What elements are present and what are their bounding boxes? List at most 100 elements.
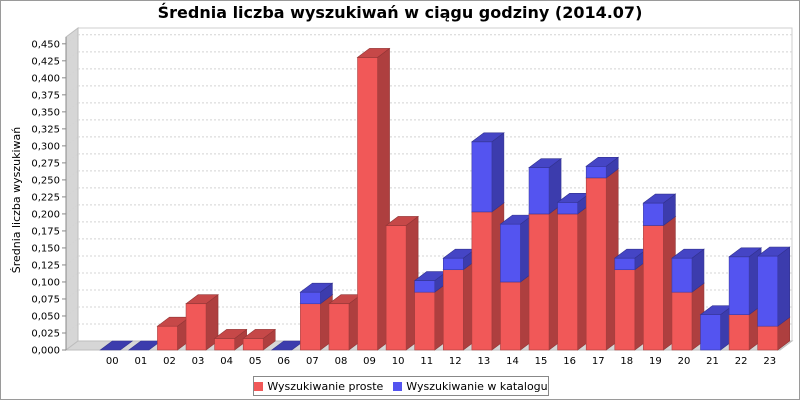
- gridline-side: [65, 289, 79, 300]
- bar-simple-top: [242, 329, 277, 339]
- bar-catalog-front: [300, 291, 321, 305]
- y-tick-label: 0,400: [31, 73, 60, 84]
- bar-simple-front: [643, 225, 664, 351]
- bar-catalog-front: [414, 280, 436, 293]
- bar-catalog: [528, 158, 562, 215]
- gridline-side: [65, 153, 79, 164]
- y-tick-label: 0,025: [31, 328, 60, 339]
- legend-item-catalog: Wyszukiwanie w katalogu: [393, 379, 548, 393]
- gridline-side: [65, 68, 79, 79]
- y-tick-label: 0,200: [31, 209, 60, 220]
- bar-catalog-front: [442, 257, 464, 271]
- x-tick-label: 08: [335, 356, 348, 367]
- bar-simple-top: [213, 329, 248, 339]
- bar-simple: [185, 294, 219, 351]
- bar-simple: [671, 282, 705, 351]
- x-tick-label: 05: [249, 356, 262, 367]
- bar-catalog-front: [728, 256, 750, 315]
- gridline-side: [65, 119, 79, 130]
- bar-catalog-top: [671, 248, 705, 259]
- y-tick-label: 0,375: [31, 90, 60, 101]
- x-tick-label: 01: [135, 356, 148, 367]
- bar-simple-top: [185, 294, 219, 305]
- bar-simple: [642, 215, 677, 351]
- legend: Wyszukiwanie proste Wyszukiwanie w katal…: [253, 376, 549, 396]
- y-tick-label: 0,100: [31, 277, 60, 288]
- x-axis-ticks: 00 01 02 03 04 05 06 07 08 09 10 11 12 13 14 15 16 17 18 19…: [106, 356, 776, 367]
- bar-simple: [385, 215, 420, 351]
- bar-simple: [213, 328, 248, 351]
- y-axis-ticks: 0,000 0,025 0,050 0,075 0,100 0,125 0,150 0,175…: [31, 37, 67, 357]
- gridline-side: [65, 34, 79, 45]
- y-tick-label: 0,250: [31, 175, 60, 186]
- x-tick-label: 09: [363, 356, 376, 367]
- bar-simple-front: [157, 325, 178, 351]
- y-tick-label: 0,050: [31, 311, 60, 322]
- gridline-side: [65, 238, 79, 249]
- chart-title: Średnia liczba wyszukiwań w ciągu godzin…: [157, 3, 643, 22]
- x-tick-label: 12: [449, 356, 462, 367]
- gridline-side: [65, 102, 79, 113]
- y-tick-label: 0,075: [31, 294, 60, 305]
- x-tick-label: 11: [420, 356, 433, 367]
- bar-catalog: [671, 248, 705, 293]
- bar-catalog: [728, 247, 763, 316]
- bar-catalog-front: [671, 257, 693, 293]
- gridline-side: [65, 51, 79, 62]
- legend-label-catalog: Wyszukiwanie w katalogu: [406, 379, 548, 393]
- bar-simple-front: [385, 225, 407, 351]
- x-tick-label: 17: [592, 356, 605, 367]
- bar-simple-front: [471, 211, 493, 351]
- bar-simple-top: [356, 48, 391, 58]
- gridline-side: [65, 170, 79, 181]
- bar-catalog: [499, 214, 534, 283]
- gridline-side: [65, 204, 79, 215]
- bar-catalog-front: [757, 255, 779, 327]
- y-tick-label: 0,225: [31, 192, 60, 203]
- x-tick-label: 15: [535, 356, 548, 367]
- x-tick-label: 10: [392, 356, 405, 367]
- x-tick-label: 06: [277, 356, 290, 367]
- bars: [99, 47, 791, 351]
- bar-catalog: [756, 246, 791, 327]
- bar-catalog-top: [756, 246, 791, 257]
- x-tick-label: 20: [678, 356, 691, 367]
- bar-simple: [556, 204, 591, 351]
- x-tick-label: 21: [706, 356, 719, 367]
- bar-simple-front: [300, 303, 321, 351]
- bar-catalog-top: [642, 193, 677, 204]
- bar-catalog-front: [585, 165, 607, 179]
- bar-catalog-top: [728, 247, 763, 258]
- x-tick-label: 02: [163, 356, 176, 367]
- bar-simple-front: [757, 325, 779, 351]
- gridline-side: [65, 272, 79, 283]
- bar-catalog: [642, 193, 677, 227]
- legend-label-simple: Wyszukiwanie proste: [267, 379, 384, 393]
- bar-simple: [613, 260, 648, 351]
- bar-simple: [470, 202, 505, 351]
- bar-simple-front: [442, 269, 464, 351]
- bar-simple-front: [528, 213, 550, 351]
- bar-simple: [442, 260, 477, 351]
- legend-item-simple: Wyszukiwanie proste: [254, 380, 383, 393]
- bar-simple-front: [214, 338, 235, 351]
- bar-simple: [413, 282, 448, 351]
- bar-catalog-side: [777, 246, 791, 327]
- y-tick-label: 0,300: [31, 141, 60, 152]
- bar-simple-front: [500, 281, 521, 351]
- gridline-side: [65, 306, 79, 317]
- y-tick-label: 0,325: [31, 124, 60, 135]
- bar-empty: [99, 340, 134, 351]
- bar-simple-front: [185, 303, 207, 351]
- legend-swatch-catalog: [393, 381, 403, 391]
- bar-simple-front: [242, 338, 264, 351]
- bar-catalog-top: [528, 158, 562, 168]
- bar-catalog-front: [500, 223, 521, 283]
- gridline-side: [65, 221, 79, 232]
- bar-simple: [328, 294, 362, 351]
- x-tick-label: 04: [220, 356, 233, 367]
- gridline-side: [65, 187, 79, 198]
- y-tick-label: 0,350: [31, 107, 60, 118]
- bar-simple-front: [614, 269, 636, 351]
